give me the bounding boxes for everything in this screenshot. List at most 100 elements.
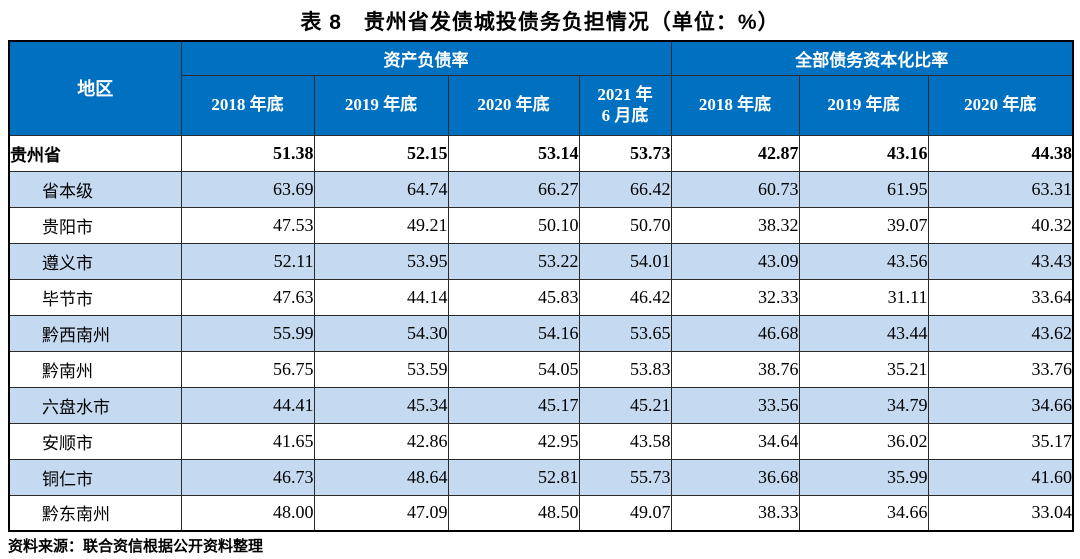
- value-cell: 41.65: [180, 422, 315, 460]
- value-cell: 55.99: [180, 314, 315, 352]
- value-cell: 54.16: [447, 314, 580, 352]
- value-cell: 33.64: [927, 278, 1074, 316]
- table-row: 黔南州 56.75 53.59 54.05 53.83 38.76 35.21 33.76: [8, 350, 1074, 388]
- value-cell: 44.14: [313, 278, 449, 316]
- value-cell: 46.73: [180, 458, 315, 496]
- table-row: 毕节市 47.63 44.14 45.83 46.42 32.33 31.11 33.64: [8, 278, 1074, 316]
- value-cell: 54.05: [447, 350, 580, 388]
- region-cell: 安顺市: [8, 422, 182, 460]
- value-cell: 63.69: [180, 170, 315, 208]
- value-cell: 53.83: [578, 350, 672, 388]
- value-cell: 54.01: [578, 242, 672, 280]
- column-header-dcr-2019: 2019 年底: [798, 74, 929, 136]
- column-header-dcr-2020: 2020 年底: [927, 74, 1074, 136]
- value-cell: 45.34: [313, 386, 449, 424]
- region-cell: 贵州省: [8, 134, 182, 172]
- value-cell: 53.14: [447, 134, 580, 172]
- region-cell: 黔东南州: [8, 494, 182, 532]
- value-cell: 40.32: [927, 206, 1074, 244]
- value-cell: 46.42: [578, 278, 672, 316]
- table-row: 铜仁市 46.73 48.64 52.81 55.73 36.68 35.99 41.60: [8, 458, 1074, 496]
- value-cell: 52.11: [180, 242, 315, 280]
- value-cell: 36.68: [670, 458, 800, 496]
- table-header: 地区 资产负债率 全部债务资本化比率 2018 年底 2019 年底 2020 …: [8, 40, 1074, 136]
- region-cell: 遵义市: [8, 242, 182, 280]
- value-cell: 48.00: [180, 494, 315, 532]
- value-cell: 55.73: [578, 458, 672, 496]
- region-cell: 铜仁市: [8, 458, 182, 496]
- value-cell: 41.60: [927, 458, 1074, 496]
- value-cell: 53.95: [313, 242, 449, 280]
- value-cell: 45.83: [447, 278, 580, 316]
- value-cell: 34.66: [798, 494, 929, 532]
- table-row: 贵阳市 47.53 49.21 50.10 50.70 38.32 39.07 40.32: [8, 206, 1074, 244]
- table-row: 贵州省 51.38 52.15 53.14 53.73 42.87 43.16 44.38: [8, 134, 1074, 172]
- region-cell: 省本级: [8, 170, 182, 208]
- region-cell: 贵阳市: [8, 206, 182, 244]
- table-title: 表 8 贵州省发债城投债务负担情况（单位：%）: [300, 11, 780, 34]
- value-cell: 35.17: [927, 422, 1074, 460]
- value-cell: 44.38: [927, 134, 1074, 172]
- value-cell: 42.86: [313, 422, 449, 460]
- value-cell: 33.04: [927, 494, 1074, 532]
- value-cell: 56.75: [180, 350, 315, 388]
- value-cell: 54.30: [313, 314, 449, 352]
- value-cell: 38.32: [670, 206, 800, 244]
- table-row: 遵义市 52.11 53.95 53.22 54.01 43.09 43.56 43.43: [8, 242, 1074, 280]
- value-cell: 44.41: [180, 386, 315, 424]
- source-note: 资料来源：联合资信根据公开资料整理: [8, 539, 264, 555]
- column-header-dcr-2018: 2018 年底: [670, 74, 800, 136]
- value-cell: 53.59: [313, 350, 449, 388]
- value-cell: 52.15: [313, 134, 449, 172]
- table-row: 省本级 63.69 64.74 66.27 66.42 60.73 61.95 63.31: [8, 170, 1074, 208]
- value-cell: 35.21: [798, 350, 929, 388]
- value-cell: 60.73: [670, 170, 800, 208]
- region-cell: 黔西南州: [8, 314, 182, 352]
- value-cell: 49.21: [313, 206, 449, 244]
- value-cell: 64.74: [313, 170, 449, 208]
- value-cell: 39.07: [798, 206, 929, 244]
- value-cell: 33.56: [670, 386, 800, 424]
- value-cell: 48.64: [313, 458, 449, 496]
- value-cell: 66.27: [447, 170, 580, 208]
- value-cell: 45.21: [578, 386, 672, 424]
- region-cell: 黔南州: [8, 350, 182, 388]
- value-cell: 33.76: [927, 350, 1074, 388]
- value-cell: 50.70: [578, 206, 672, 244]
- value-cell: 43.44: [798, 314, 929, 352]
- value-cell: 49.07: [578, 494, 672, 532]
- region-cell: 六盘水市: [8, 386, 182, 424]
- value-cell: 51.38: [180, 134, 315, 172]
- value-cell: 42.95: [447, 422, 580, 460]
- value-cell: 48.50: [447, 494, 580, 532]
- value-cell: 35.99: [798, 458, 929, 496]
- value-cell: 43.62: [927, 314, 1074, 352]
- value-cell: 45.17: [447, 386, 580, 424]
- value-cell: 43.16: [798, 134, 929, 172]
- value-cell: 34.79: [798, 386, 929, 424]
- value-cell: 32.33: [670, 278, 800, 316]
- table-row: 安顺市 41.65 42.86 42.95 43.58 34.64 36.02 35.17: [8, 422, 1074, 460]
- value-cell: 61.95: [798, 170, 929, 208]
- value-cell: 66.42: [578, 170, 672, 208]
- table-row: 六盘水市 44.41 45.34 45.17 45.21 33.56 34.79 34.66: [8, 386, 1074, 424]
- value-cell: 47.53: [180, 206, 315, 244]
- value-cell: 38.76: [670, 350, 800, 388]
- value-cell: 43.58: [578, 422, 672, 460]
- group-header-debt-capitalization-ratio: 全部债务资本化比率: [670, 40, 1074, 76]
- value-cell: 53.65: [578, 314, 672, 352]
- debt-burden-table: 地区 资产负债率 全部债务资本化比率 2018 年底 2019 年底 2020 …: [8, 40, 1074, 532]
- value-cell: 31.11: [798, 278, 929, 316]
- column-header-region: 地区: [8, 40, 182, 136]
- value-cell: 53.22: [447, 242, 580, 280]
- value-cell: 43.09: [670, 242, 800, 280]
- value-cell: 34.66: [927, 386, 1074, 424]
- column-header-alr-2018: 2018 年底: [180, 74, 315, 136]
- value-cell: 34.64: [670, 422, 800, 460]
- table-body: 贵州省 51.38 52.15 53.14 53.73 42.87 43.16 44.38 省本…: [8, 134, 1074, 532]
- value-cell: 47.09: [313, 494, 449, 532]
- value-cell: 52.81: [447, 458, 580, 496]
- column-header-alr-2019: 2019 年底: [313, 74, 449, 136]
- value-cell: 43.56: [798, 242, 929, 280]
